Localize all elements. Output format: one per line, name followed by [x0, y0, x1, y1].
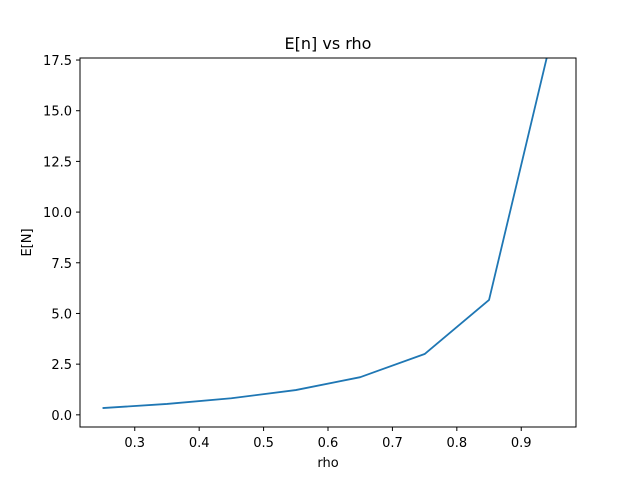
x-tick-label: 0.3 [124, 436, 145, 451]
y-tick-label: 7.5 [51, 257, 72, 272]
y-tick-label: 12.5 [43, 155, 72, 170]
chart-title: E[n] vs rho [285, 34, 372, 53]
x-axis-ticks: 0.3 0.4 0.5 0.6 0.7 0.8 0.9 [124, 427, 532, 451]
plot-frame [79, 57, 577, 428]
x-tick-label: 0.8 [446, 436, 467, 451]
y-axis-label: E[N] [20, 228, 35, 256]
y-tick-label: 15.0 [43, 105, 72, 120]
x-tick-label: 0.7 [382, 436, 403, 451]
y-axis-ticks: 0.0 2.5 5.0 7.5 10.0 12.5 15.0 17.5 [43, 54, 80, 424]
x-tick-label: 0.5 [253, 436, 274, 451]
y-tick-label: 17.5 [43, 54, 72, 69]
series-line-0 [102, 58, 548, 409]
y-tick-label: 10.0 [43, 206, 72, 221]
series-layer [102, 58, 548, 409]
plot-area-background [80, 58, 576, 427]
x-tick-label: 0.9 [511, 436, 532, 451]
x-axis-label: rho [317, 456, 338, 471]
y-tick-label: 2.5 [51, 358, 72, 373]
x-tick-label: 0.4 [189, 436, 210, 451]
x-tick-label: 0.6 [318, 436, 339, 451]
y-tick-label: 0.0 [51, 409, 72, 424]
y-tick-label: 5.0 [51, 307, 72, 322]
